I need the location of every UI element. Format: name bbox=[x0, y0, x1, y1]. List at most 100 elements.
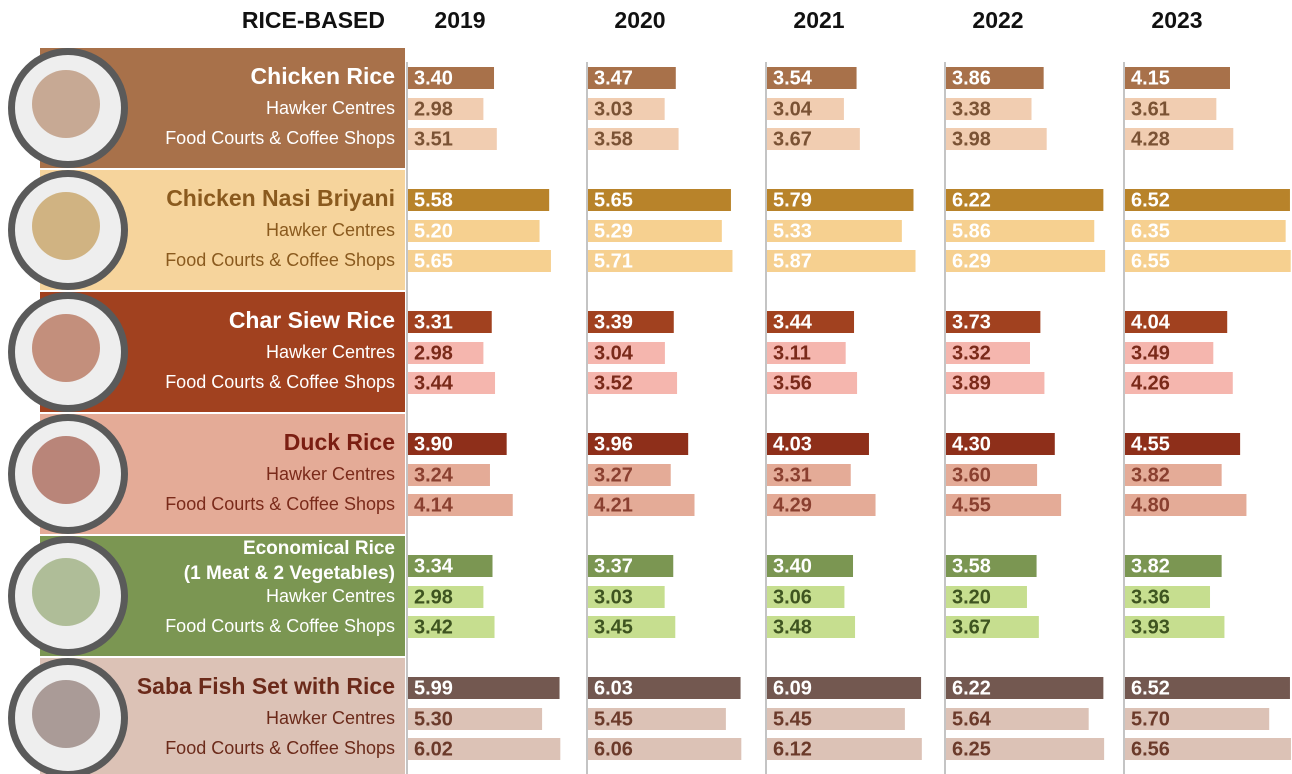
value-label: 3.98 bbox=[952, 128, 991, 150]
bar bbox=[946, 342, 1030, 364]
venue-label: Hawker Centres bbox=[266, 708, 395, 728]
bar bbox=[946, 555, 1037, 577]
value-label: 3.58 bbox=[952, 555, 991, 577]
value-label: 5.65 bbox=[594, 189, 633, 211]
bar bbox=[1125, 494, 1247, 516]
value-label: 3.60 bbox=[952, 464, 991, 486]
bar bbox=[767, 342, 846, 364]
year-header: 2023 bbox=[1151, 7, 1202, 33]
value-label: 6.55 bbox=[1131, 250, 1170, 272]
value-label: 3.93 bbox=[1131, 616, 1170, 638]
value-label: 3.03 bbox=[594, 586, 633, 608]
bar bbox=[946, 311, 1041, 333]
value-label: 3.34 bbox=[414, 555, 454, 577]
bar bbox=[1125, 220, 1286, 242]
value-label: 5.33 bbox=[773, 220, 812, 242]
value-label: 3.56 bbox=[773, 372, 812, 394]
value-label: 4.55 bbox=[952, 494, 991, 516]
year-header: 2022 bbox=[972, 7, 1023, 33]
dish-name: Duck Rice bbox=[284, 429, 395, 455]
bar bbox=[1125, 250, 1291, 272]
bar bbox=[767, 616, 856, 638]
bar bbox=[767, 555, 854, 577]
value-label: 2.98 bbox=[414, 98, 453, 120]
value-label: 3.58 bbox=[594, 128, 633, 150]
bar bbox=[1125, 586, 1211, 608]
dish-name: Chicken Rice bbox=[251, 63, 395, 89]
bar bbox=[588, 433, 689, 455]
bar bbox=[767, 586, 845, 608]
bar bbox=[588, 738, 742, 760]
value-label: 6.02 bbox=[414, 738, 453, 760]
food bbox=[32, 70, 100, 138]
value-label: 5.65 bbox=[414, 250, 453, 272]
value-label: 6.52 bbox=[1131, 677, 1170, 699]
value-label: 4.21 bbox=[594, 494, 633, 516]
value-label: 3.44 bbox=[773, 311, 813, 333]
value-label: 6.09 bbox=[773, 677, 812, 699]
dish-name: Chicken Nasi Briyani bbox=[166, 185, 395, 211]
bar bbox=[946, 464, 1038, 486]
value-label: 2.98 bbox=[414, 342, 453, 364]
venue-label: Food Courts & Coffee Shops bbox=[165, 494, 395, 514]
dish-name: Char Siew Rice bbox=[229, 307, 395, 333]
value-label: 3.24 bbox=[414, 464, 454, 486]
value-label: 5.86 bbox=[952, 220, 991, 242]
value-label: 3.86 bbox=[952, 67, 991, 89]
value-label: 3.61 bbox=[1131, 98, 1170, 120]
bar bbox=[588, 586, 665, 608]
bar bbox=[408, 555, 493, 577]
bar bbox=[946, 433, 1055, 455]
value-label: 3.67 bbox=[773, 128, 812, 150]
value-label: 5.45 bbox=[773, 708, 812, 730]
bar bbox=[946, 189, 1104, 211]
value-label: 6.22 bbox=[952, 189, 991, 211]
value-label: 3.42 bbox=[414, 616, 453, 638]
value-label: 6.56 bbox=[1131, 738, 1170, 760]
value-label: 3.31 bbox=[773, 464, 812, 486]
bar bbox=[767, 189, 914, 211]
value-label: 4.15 bbox=[1131, 67, 1170, 89]
bar bbox=[408, 586, 484, 608]
bar bbox=[588, 342, 665, 364]
venue-label: Hawker Centres bbox=[266, 98, 395, 118]
value-label: 6.29 bbox=[952, 250, 991, 272]
value-label: 3.27 bbox=[594, 464, 633, 486]
bar bbox=[946, 708, 1089, 730]
value-label: 3.36 bbox=[1131, 586, 1170, 608]
bar bbox=[408, 342, 484, 364]
bar bbox=[588, 708, 726, 730]
food bbox=[32, 314, 100, 382]
bar bbox=[588, 677, 741, 699]
value-label: 2.98 bbox=[414, 586, 453, 608]
value-label: 5.71 bbox=[594, 250, 633, 272]
value-label: 6.52 bbox=[1131, 189, 1170, 211]
year-header: 2019 bbox=[434, 7, 485, 33]
bar bbox=[408, 616, 495, 638]
bar bbox=[1125, 677, 1290, 699]
value-label: 4.14 bbox=[414, 494, 454, 516]
value-label: 3.37 bbox=[594, 555, 633, 577]
dish-name: Economical Rice bbox=[243, 538, 395, 559]
value-label: 3.48 bbox=[773, 616, 812, 638]
value-label: 3.51 bbox=[414, 128, 453, 150]
bar bbox=[408, 98, 484, 120]
bar bbox=[946, 67, 1044, 89]
bar bbox=[1125, 372, 1233, 394]
bar bbox=[588, 250, 733, 272]
value-label: 6.03 bbox=[594, 677, 633, 699]
bar bbox=[408, 708, 543, 730]
bar bbox=[946, 128, 1047, 150]
value-label: 3.54 bbox=[773, 67, 813, 89]
food bbox=[32, 680, 100, 748]
dish-name: Saba Fish Set with Rice bbox=[137, 673, 395, 699]
bar bbox=[767, 220, 902, 242]
venue-label: Hawker Centres bbox=[266, 342, 395, 362]
value-label: 3.89 bbox=[952, 372, 991, 394]
bar bbox=[767, 128, 860, 150]
bar bbox=[408, 189, 550, 211]
bar bbox=[1125, 464, 1222, 486]
value-label: 3.38 bbox=[952, 98, 991, 120]
bar bbox=[767, 738, 922, 760]
